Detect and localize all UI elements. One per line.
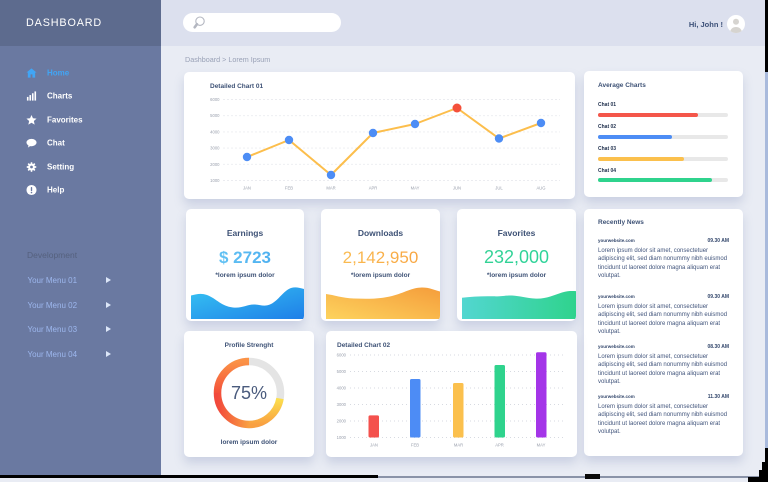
svg-text:AUG: AUG (536, 186, 545, 191)
svg-text:4000: 4000 (337, 386, 347, 391)
svg-text:JUN: JUN (453, 186, 461, 191)
svg-text:2000: 2000 (337, 419, 347, 424)
svg-text:JUL: JUL (495, 186, 503, 191)
svg-text:1000: 1000 (210, 178, 220, 183)
svg-text:4000: 4000 (210, 129, 220, 134)
svg-text:3000: 3000 (210, 146, 220, 151)
svg-text:MAR: MAR (454, 443, 463, 448)
svg-text:MAR: MAR (326, 186, 335, 191)
svg-text:APR: APR (369, 186, 378, 191)
svg-text:2000: 2000 (210, 162, 220, 167)
svg-text:5000: 5000 (210, 113, 220, 118)
svg-text:5000: 5000 (337, 369, 347, 374)
svg-text:6000: 6000 (210, 97, 220, 102)
svg-text:MAY: MAY (411, 186, 420, 191)
svg-text:6000: 6000 (337, 353, 347, 358)
svg-text:APR: APR (495, 443, 504, 448)
svg-text:1000: 1000 (337, 435, 347, 440)
svg-text:JAN: JAN (243, 186, 251, 191)
svg-text:FEB: FEB (285, 186, 293, 191)
svg-text:FEB: FEB (411, 443, 419, 448)
svg-text:MAY: MAY (537, 443, 546, 448)
svg-text:3000: 3000 (337, 402, 347, 407)
svg-text:JAN: JAN (370, 443, 378, 448)
